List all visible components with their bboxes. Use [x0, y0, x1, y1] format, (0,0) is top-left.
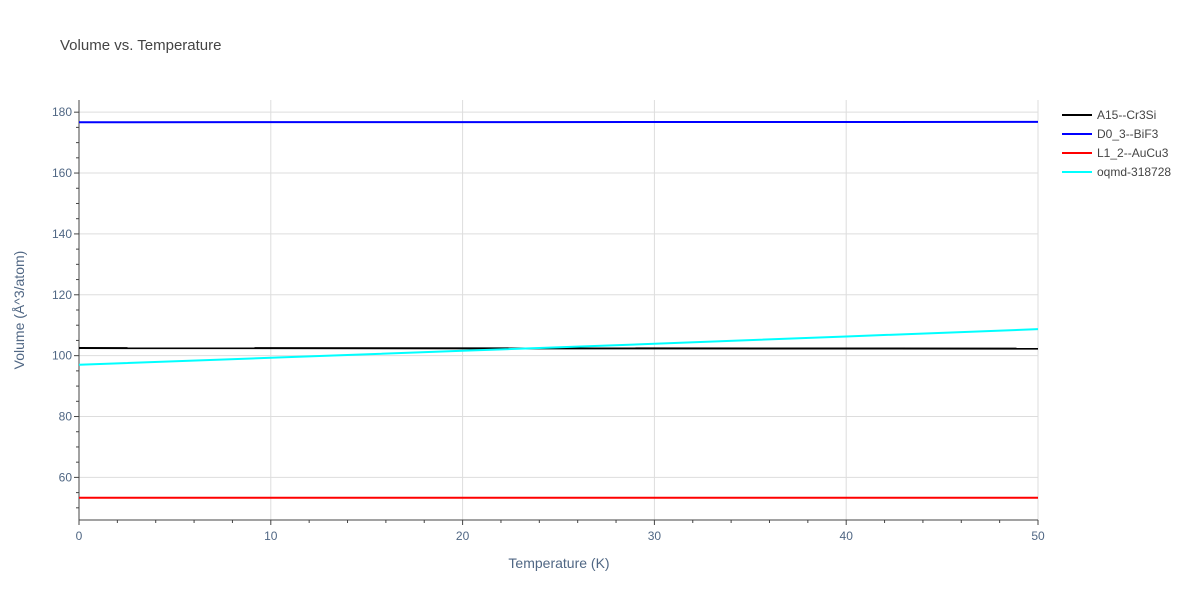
x-tick-label: 40 [840, 529, 854, 543]
y-axis-title: Volume (Å^3/atom) [11, 251, 27, 370]
x-tick-label: 50 [1031, 529, 1045, 543]
legend[interactable]: A15--Cr3Si D0_3--BiF3 L1_2--AuCu3 oqmd-3187… [1062, 108, 1171, 179]
legend-item[interactable]: oqmd-318728 [1062, 165, 1171, 179]
y-tick-label: 120 [52, 288, 72, 302]
legend-label: L1_2--AuCu3 [1097, 146, 1169, 160]
series-line-A15--Cr3Si [78, 347, 1039, 350]
y-tick-label: 100 [52, 349, 72, 363]
y-tick-label: 140 [52, 227, 72, 241]
grid-lines [79, 100, 1039, 520]
legend-label: oqmd-318728 [1097, 165, 1171, 179]
x-axis-title: Temperature (K) [508, 555, 609, 571]
axes [74, 100, 1039, 525]
y-tick-label: 60 [59, 470, 73, 484]
legend-item[interactable]: D0_3--BiF3 [1062, 127, 1159, 141]
legend-item[interactable]: A15--Cr3Si [1062, 108, 1156, 122]
chart-title: Volume vs. Temperature [60, 37, 221, 54]
x-tick-label: 30 [648, 529, 662, 543]
legend-label: A15--Cr3Si [1097, 108, 1156, 122]
series-lines [78, 120, 1039, 499]
legend-item[interactable]: L1_2--AuCu3 [1062, 146, 1169, 160]
x-tick-label: 0 [76, 529, 83, 543]
series-line-oqmd-318728 [78, 328, 1039, 366]
y-tick-label: 80 [59, 410, 73, 424]
legend-label: D0_3--BiF3 [1097, 127, 1159, 141]
y-tick-label: 180 [52, 105, 72, 119]
tick-labels: 0 10 20 30 40 50 60 80 100 120 140 160 180 [52, 105, 1045, 543]
x-tick-label: 20 [456, 529, 470, 543]
y-tick-label: 160 [52, 166, 72, 180]
x-tick-label: 10 [264, 529, 278, 543]
